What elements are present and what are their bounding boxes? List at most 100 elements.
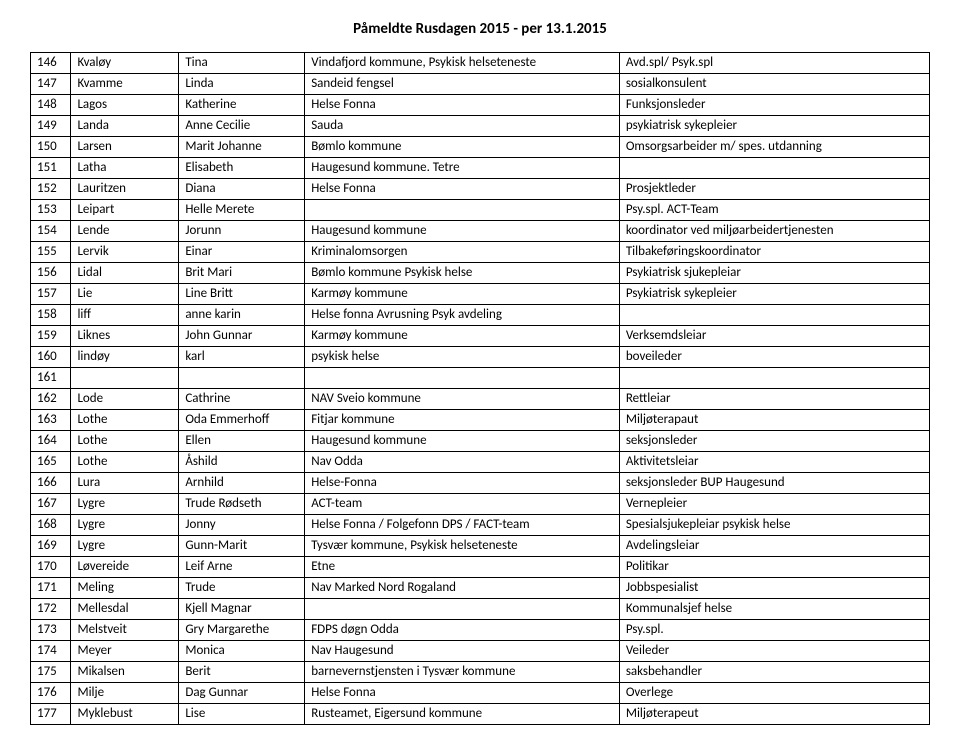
table-row: 164LotheEllenHaugesund kommuneseksjonsle… — [31, 431, 930, 452]
table-cell: Haugesund kommune — [305, 221, 620, 242]
table-cell: 147 — [31, 74, 71, 95]
table-row: 166LuraArnhildHelse-Fonnaseksjonsleder B… — [31, 473, 930, 494]
table-cell: 170 — [31, 557, 71, 578]
table-cell: Meyer — [71, 641, 179, 662]
table-row: 148LagosKatherineHelse FonnaFunksjonsled… — [31, 95, 930, 116]
table-cell: Jobbspesialist — [619, 578, 929, 599]
table-cell: 164 — [31, 431, 71, 452]
table-cell: Tilbakeføringskoordinator — [619, 242, 929, 263]
table-cell: Lode — [71, 389, 179, 410]
table-row: 155LervikEinarKriminalomsorgenTilbakefør… — [31, 242, 930, 263]
table-cell: 165 — [31, 452, 71, 473]
table-cell: Gry Margarethe — [179, 620, 305, 641]
table-cell: Trude — [179, 578, 305, 599]
table-cell: Jonny — [179, 515, 305, 536]
table-cell: Kjell Magnar — [179, 599, 305, 620]
table-cell: Ellen — [179, 431, 305, 452]
table-row: 163LotheOda EmmerhoffFitjar kommuneMiljø… — [31, 410, 930, 431]
table-cell: Bømlo kommune — [305, 137, 620, 158]
table-cell: psykiatrisk sykepleier — [619, 116, 929, 137]
table-cell: NAV Sveio kommune — [305, 389, 620, 410]
table-cell: 169 — [31, 536, 71, 557]
table-cell: Psy.spl. ACT-Team — [619, 200, 929, 221]
table-cell: Latha — [71, 158, 179, 179]
table-cell: Rusteamet, Eigersund kommune — [305, 704, 620, 725]
table-cell: Vernepleier — [619, 494, 929, 515]
table-cell — [179, 368, 305, 389]
table-cell: Lothe — [71, 452, 179, 473]
table-cell: John Gunnar — [179, 326, 305, 347]
table-cell: Sandeid fengsel — [305, 74, 620, 95]
table-cell: Myklebust — [71, 704, 179, 725]
table-cell: 167 — [31, 494, 71, 515]
table-row: 156LidalBrit MariBømlo kommune Psykisk h… — [31, 263, 930, 284]
table-cell: Elisabeth — [179, 158, 305, 179]
table-cell: 177 — [31, 704, 71, 725]
table-cell: Haugesund kommune. Tetre — [305, 158, 620, 179]
table-cell: Veileder — [619, 641, 929, 662]
table-row: 172MellesdalKjell MagnarKommunalsjef hel… — [31, 599, 930, 620]
table-cell: Lie — [71, 284, 179, 305]
table-row: 174MeyerMonicaNav HaugesundVeileder — [31, 641, 930, 662]
table-cell: Rettleiar — [619, 389, 929, 410]
table-cell: 176 — [31, 683, 71, 704]
table-cell: Trude Rødseth — [179, 494, 305, 515]
table-cell: Kvamme — [71, 74, 179, 95]
table-cell: 152 — [31, 179, 71, 200]
table-cell: 154 — [31, 221, 71, 242]
table-cell: Lende — [71, 221, 179, 242]
table-cell: 162 — [31, 389, 71, 410]
table-cell: Avdelingsleiar — [619, 536, 929, 557]
table-cell: 148 — [31, 95, 71, 116]
table-cell: seksjonsleder — [619, 431, 929, 452]
table-row: 157LieLine BrittKarmøy kommunePsykiatris… — [31, 284, 930, 305]
table-cell: Helse Fonna / Folgefonn DPS / FACT-team — [305, 515, 620, 536]
table-cell: Mellesdal — [71, 599, 179, 620]
table-cell — [305, 599, 620, 620]
table-cell: Cathrine — [179, 389, 305, 410]
table-cell: ACT-team — [305, 494, 620, 515]
table-cell: Psykiatrisk sjukepleiar — [619, 263, 929, 284]
table-cell: seksjonsleder BUP Haugesund — [619, 473, 929, 494]
registrants-table: 146KvaløyTinaVindafjord kommune, Psykisk… — [30, 52, 930, 725]
table-cell: Psy.spl. — [619, 620, 929, 641]
table-cell: Gunn-Marit — [179, 536, 305, 557]
table-cell: sosialkonsulent — [619, 74, 929, 95]
table-cell: Spesialsjukepleiar psykisk helse — [619, 515, 929, 536]
table-cell: Jorunn — [179, 221, 305, 242]
table-cell — [619, 158, 929, 179]
table-cell — [305, 200, 620, 221]
table-cell: liff — [71, 305, 179, 326]
table-cell: saksbehandler — [619, 662, 929, 683]
table-cell: Helse Fonna — [305, 683, 620, 704]
table-cell: Lothe — [71, 410, 179, 431]
table-cell: Omsorgsarbeider m/ spes. utdanning — [619, 137, 929, 158]
table-cell: Helse Fonna — [305, 95, 620, 116]
table-cell: Lothe — [71, 431, 179, 452]
table-row: 170LøvereideLeif ArneEtnePolitikar — [31, 557, 930, 578]
table-cell: Miljøterapaut — [619, 410, 929, 431]
table-cell: 158 — [31, 305, 71, 326]
table-cell: 157 — [31, 284, 71, 305]
table-cell: Verksemdsleiar — [619, 326, 929, 347]
table-cell: Kommunalsjef helse — [619, 599, 929, 620]
table-cell: Aktivitetsleiar — [619, 452, 929, 473]
table-cell: Nav Marked Nord Rogaland — [305, 578, 620, 599]
table-row: 147KvammeLindaSandeid fengselsosialkonsu… — [31, 74, 930, 95]
table-cell: Larsen — [71, 137, 179, 158]
table-cell: Nav Haugesund — [305, 641, 620, 662]
table-cell: 168 — [31, 515, 71, 536]
table-cell: Helse Fonna — [305, 179, 620, 200]
table-cell: Berit — [179, 662, 305, 683]
table-row: 159LiknesJohn GunnarKarmøy kommuneVerkse… — [31, 326, 930, 347]
table-cell: 160 — [31, 347, 71, 368]
table-cell: Dag Gunnar — [179, 683, 305, 704]
table-row: 149LandaAnne CecilieSaudapsykiatrisk syk… — [31, 116, 930, 137]
table-cell: Løvereide — [71, 557, 179, 578]
table-row: 160lindøykarlpsykisk helseboveileder — [31, 347, 930, 368]
table-cell: Vindafjord kommune, Psykisk helseteneste — [305, 53, 620, 74]
table-cell: Linda — [179, 74, 305, 95]
table-cell: Helse-Fonna — [305, 473, 620, 494]
table-cell: Helle Merete — [179, 200, 305, 221]
table-cell: Politikar — [619, 557, 929, 578]
